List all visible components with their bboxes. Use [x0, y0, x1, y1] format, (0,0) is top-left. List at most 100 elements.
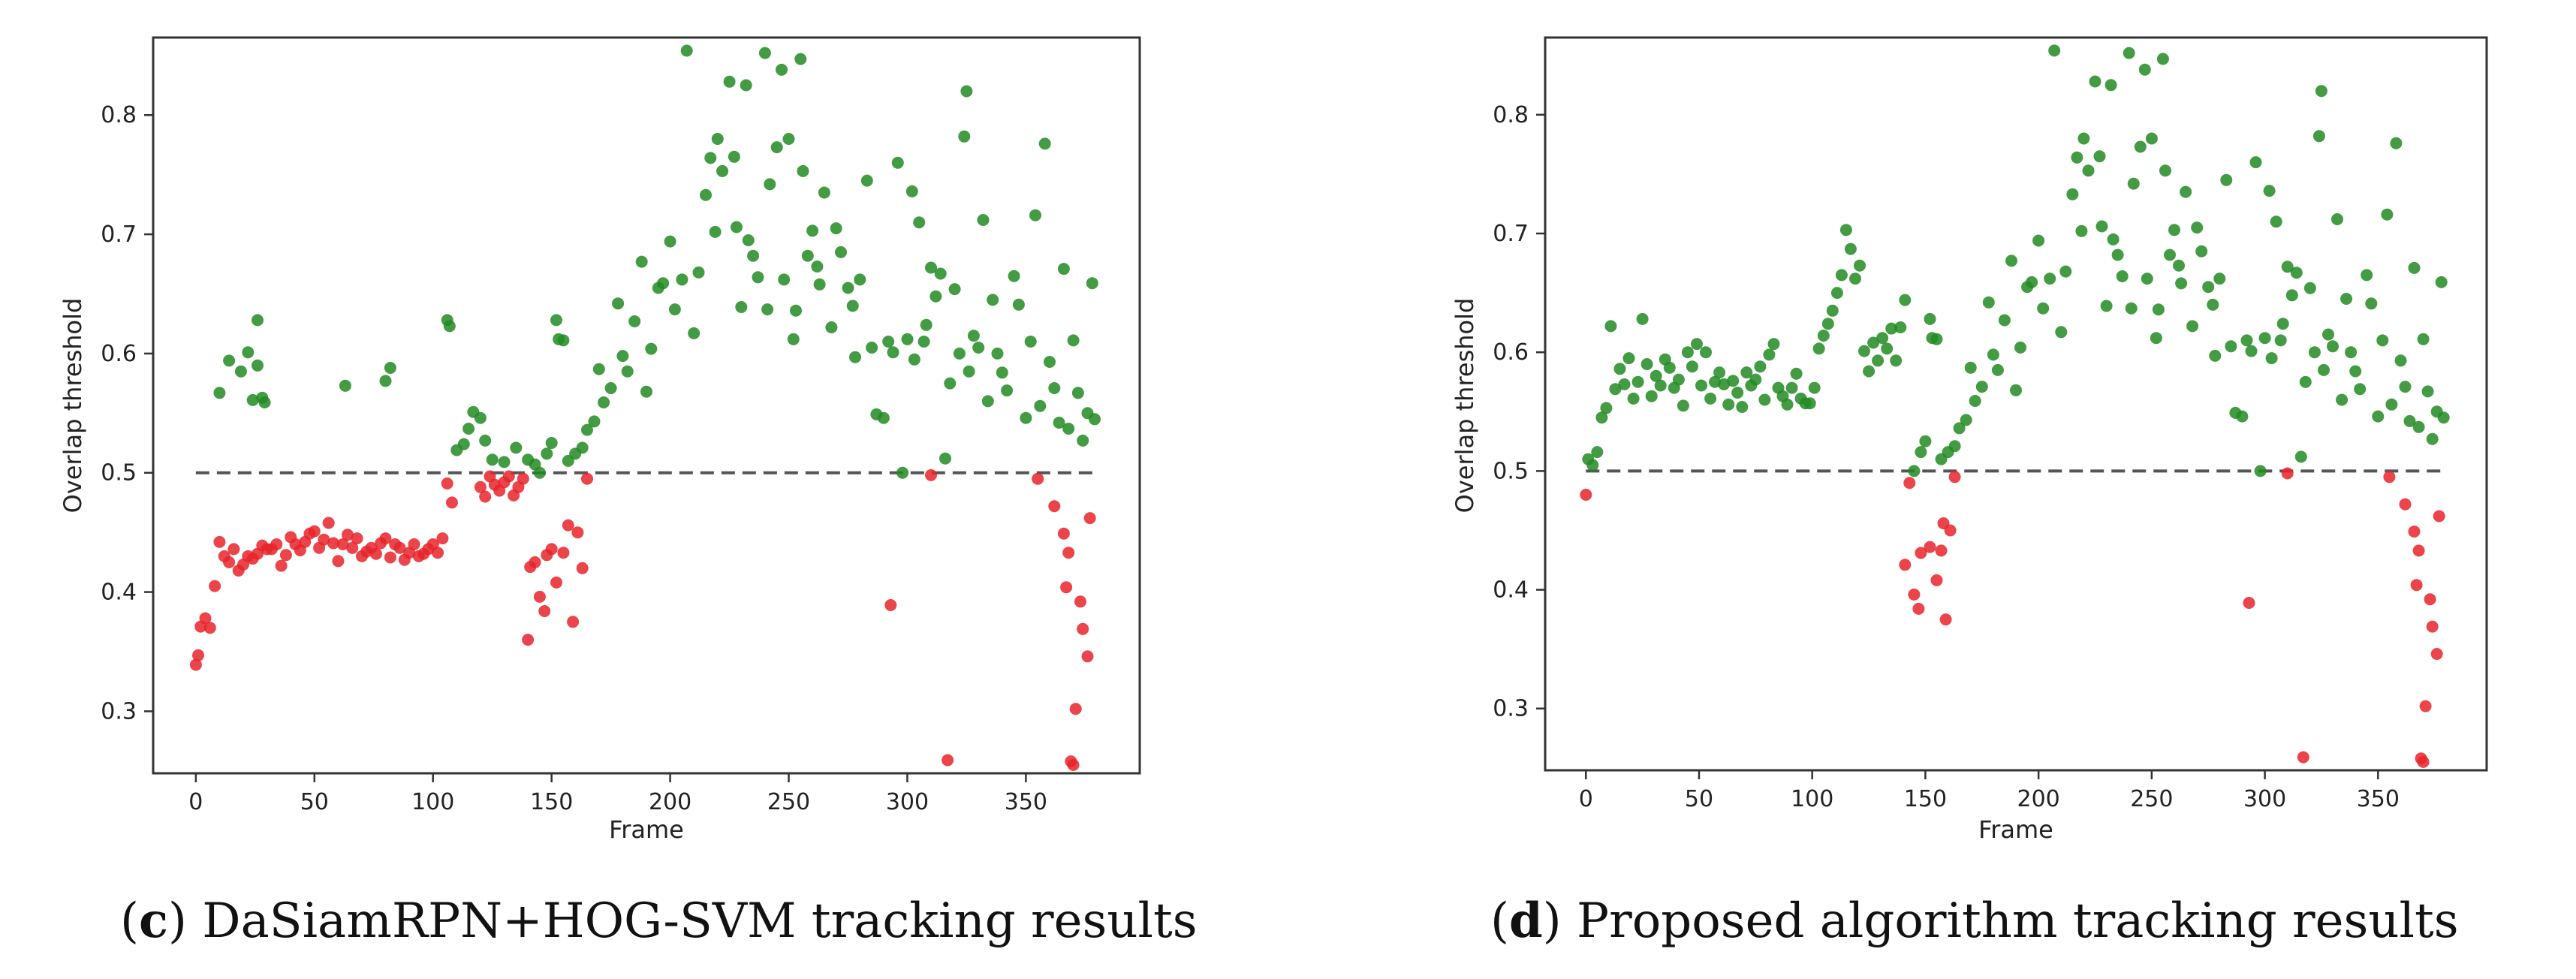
- point-above-threshold: [711, 133, 724, 145]
- point-below-threshold: [2383, 471, 2396, 483]
- point-above-threshold: [2365, 297, 2378, 310]
- point-above-threshold: [1863, 365, 1876, 378]
- panel-c-chart: 0 50 100 150 200 250 300 350 0.3 0.4 0.5 0.6 0.7 0.8…: [59, 36, 1198, 949]
- point-below-threshold: [576, 562, 589, 574]
- point-below-threshold: [517, 472, 529, 485]
- point-above-threshold: [1001, 384, 1014, 397]
- point-below-threshold: [1048, 500, 1061, 513]
- point-below-threshold: [533, 590, 546, 603]
- point-below-threshold: [279, 549, 292, 562]
- x-tick-label: 250: [767, 789, 810, 815]
- point-above-threshold: [2044, 273, 2056, 285]
- point-above-threshold: [2213, 273, 2226, 285]
- point-above-threshold: [246, 393, 259, 406]
- point-above-threshold: [1654, 379, 1667, 392]
- point-above-threshold: [2417, 333, 2430, 345]
- point-above-threshold: [1839, 224, 1852, 236]
- x-tick-label: 150: [530, 789, 573, 815]
- point-above-threshold: [1948, 440, 1961, 453]
- point-above-threshold: [1790, 367, 1803, 380]
- point-above-threshold: [1749, 373, 1762, 386]
- point-above-threshold: [747, 249, 760, 262]
- point-below-threshold: [522, 634, 535, 646]
- point-above-threshold: [1622, 352, 1635, 365]
- point-above-threshold: [2437, 411, 2450, 424]
- point-above-threshold: [925, 261, 937, 274]
- point-above-threshold: [598, 396, 610, 408]
- point-above-threshold: [1604, 320, 1617, 333]
- point-above-threshold: [479, 434, 492, 447]
- point-below-threshold: [2243, 597, 2255, 609]
- y-tick-label: 0.8: [1493, 102, 1529, 128]
- point-below-threshold: [270, 538, 283, 550]
- point-above-threshold: [2125, 302, 2138, 315]
- panel-caption: (d) Proposed algorithm tracking results: [1490, 893, 2459, 949]
- point-below-threshold: [192, 649, 204, 661]
- point-above-threshold: [797, 164, 809, 177]
- point-above-threshold: [1700, 346, 1712, 359]
- point-above-threshold: [2055, 326, 2068, 339]
- point-above-threshold: [2294, 450, 2307, 463]
- point-above-threshold: [2331, 213, 2343, 225]
- point-above-threshold: [835, 246, 847, 258]
- point-above-threshold: [676, 273, 688, 286]
- point-above-threshold: [2089, 75, 2101, 88]
- point-above-threshold: [541, 447, 553, 460]
- point-above-threshold: [877, 411, 890, 424]
- point-above-threshold: [2345, 346, 2358, 359]
- point-above-threshold: [2220, 173, 2233, 186]
- point-above-threshold: [2240, 334, 2253, 347]
- point-above-threshold: [1038, 137, 1051, 150]
- point-above-threshold: [967, 330, 980, 342]
- point-below-threshold: [1908, 588, 1921, 601]
- point-above-threshold: [1998, 314, 2011, 327]
- y-axis: 0.3 0.4 0.5 0.6 0.7 0.8: [1493, 102, 1545, 722]
- point-above-threshold: [1044, 356, 1056, 368]
- point-below-threshold: [1057, 527, 1070, 540]
- point-above-threshold: [234, 365, 247, 378]
- point-above-threshold: [913, 216, 926, 229]
- point-above-threshold: [1821, 318, 1834, 330]
- point-below-threshold: [1062, 547, 1075, 559]
- point-below-threshold: [545, 543, 558, 556]
- point-above-threshold: [977, 214, 990, 226]
- point-above-threshold: [1713, 366, 1726, 379]
- point-below-threshold: [550, 576, 562, 589]
- point-below-threshold: [275, 559, 288, 572]
- point-above-threshold: [2274, 334, 2287, 347]
- point-above-threshold: [2254, 465, 2267, 477]
- point-above-threshold: [1975, 381, 1988, 393]
- point-above-threshold: [770, 141, 783, 154]
- point-above-threshold: [668, 303, 681, 316]
- point-above-threshold: [1586, 459, 1599, 471]
- point-above-threshold: [1872, 354, 1885, 367]
- point-above-threshold: [2270, 215, 2282, 228]
- point-below-threshold: [213, 535, 226, 548]
- point-above-threshold: [704, 152, 717, 164]
- point-above-threshold: [752, 271, 764, 284]
- point-above-threshold: [1672, 373, 1685, 386]
- point-above-threshold: [1881, 342, 1894, 355]
- point-above-threshold: [2095, 220, 2108, 233]
- point-above-threshold: [1817, 330, 1830, 342]
- point-above-threshold: [2349, 365, 2362, 378]
- point-above-threshold: [846, 300, 859, 312]
- point-above-threshold: [628, 315, 641, 327]
- point-below-threshold: [1939, 613, 1952, 626]
- point-above-threshold: [901, 333, 914, 345]
- point-above-threshold: [740, 79, 752, 92]
- point-above-threshold: [242, 346, 255, 359]
- point-below-threshold: [1935, 544, 1948, 557]
- point-above-threshold: [252, 359, 264, 372]
- point-above-threshold: [1089, 413, 1101, 426]
- point-above-threshold: [2263, 185, 2276, 197]
- point-above-threshold: [1012, 298, 1025, 311]
- point-below-threshold: [2412, 544, 2425, 557]
- point-above-threshold: [2150, 332, 2162, 345]
- point-above-threshold: [1867, 336, 1880, 349]
- point-above-threshold: [866, 342, 878, 354]
- point-above-threshold: [1024, 336, 1037, 348]
- point-above-threshold: [2037, 302, 2050, 315]
- point-above-threshold: [486, 453, 499, 466]
- point-below-threshold: [479, 490, 492, 503]
